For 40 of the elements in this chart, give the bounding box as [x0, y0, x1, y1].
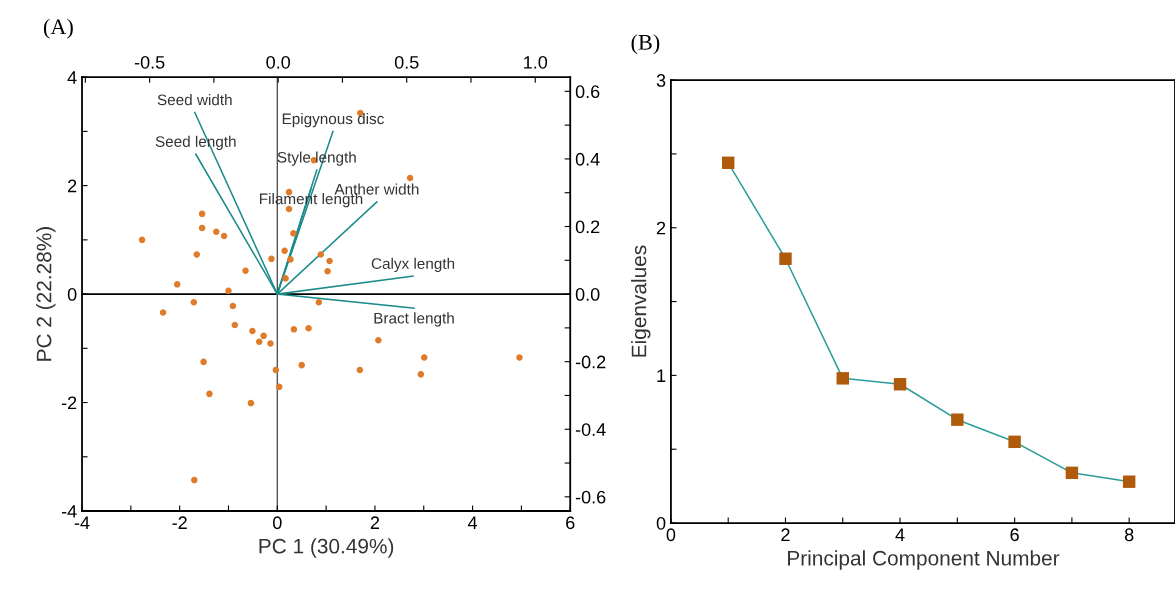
x2-tick-label: 1.0: [524, 55, 548, 69]
y2-tick-label: 0.2: [575, 220, 600, 234]
y-tick-label: 1: [657, 369, 666, 382]
y-axis-title: Eigenvalues: [631, 245, 651, 357]
y-tick-label: 0: [67, 288, 77, 301]
y2-tick-label: -0.4: [575, 423, 606, 436]
x-tick-label: 2: [370, 516, 380, 529]
chart-title: (B): [631, 34, 660, 55]
y-tick-label: 4: [67, 71, 77, 84]
series-label: Calyx length: [371, 257, 455, 273]
y2-tick-label: 0.0: [575, 288, 600, 301]
y2-tick-label: 0.6: [575, 85, 600, 99]
x2-tick-label: 0.5: [394, 55, 419, 69]
x-tick-label: 0: [666, 528, 676, 542]
x-tick-label: 8: [1124, 528, 1134, 542]
series-label: Anther width: [334, 183, 419, 195]
y2-tick-label: -0.2: [575, 355, 606, 369]
x-tick-label: -2: [172, 516, 187, 529]
chart-title: (A): [43, 18, 73, 39]
y-tick-label: 2: [656, 221, 666, 235]
series-label: Seed width: [157, 94, 232, 106]
x-tick-label: 4: [467, 516, 478, 529]
x-axis-title: PC 1 (30.49%): [259, 538, 394, 558]
y-axis-title: PC 2 (22.28%): [36, 227, 56, 361]
y-tick-label: 2: [68, 179, 77, 193]
x2-tick-label: -0.5: [134, 55, 165, 69]
y-tick-label: 3: [656, 74, 666, 87]
y-tick-label: -4: [61, 505, 77, 518]
y2-tick-label: -0.6: [575, 490, 606, 504]
y-tick-label: -2: [61, 396, 77, 410]
series-label: Bract length: [374, 312, 454, 327]
series-label: Epigynous disc: [282, 112, 384, 128]
x-tick-label: 2: [781, 528, 790, 541]
x-tick-label: 0: [272, 516, 282, 530]
x2-tick-label: 0.0: [266, 55, 291, 69]
x-tick-label: 4: [895, 528, 905, 541]
x-axis-title: Principal Component Number: [788, 550, 1060, 570]
x-tick-label: 6: [1010, 528, 1019, 542]
y2-tick-label: 0.4: [575, 152, 600, 166]
x-tick-label: 6: [566, 516, 575, 530]
